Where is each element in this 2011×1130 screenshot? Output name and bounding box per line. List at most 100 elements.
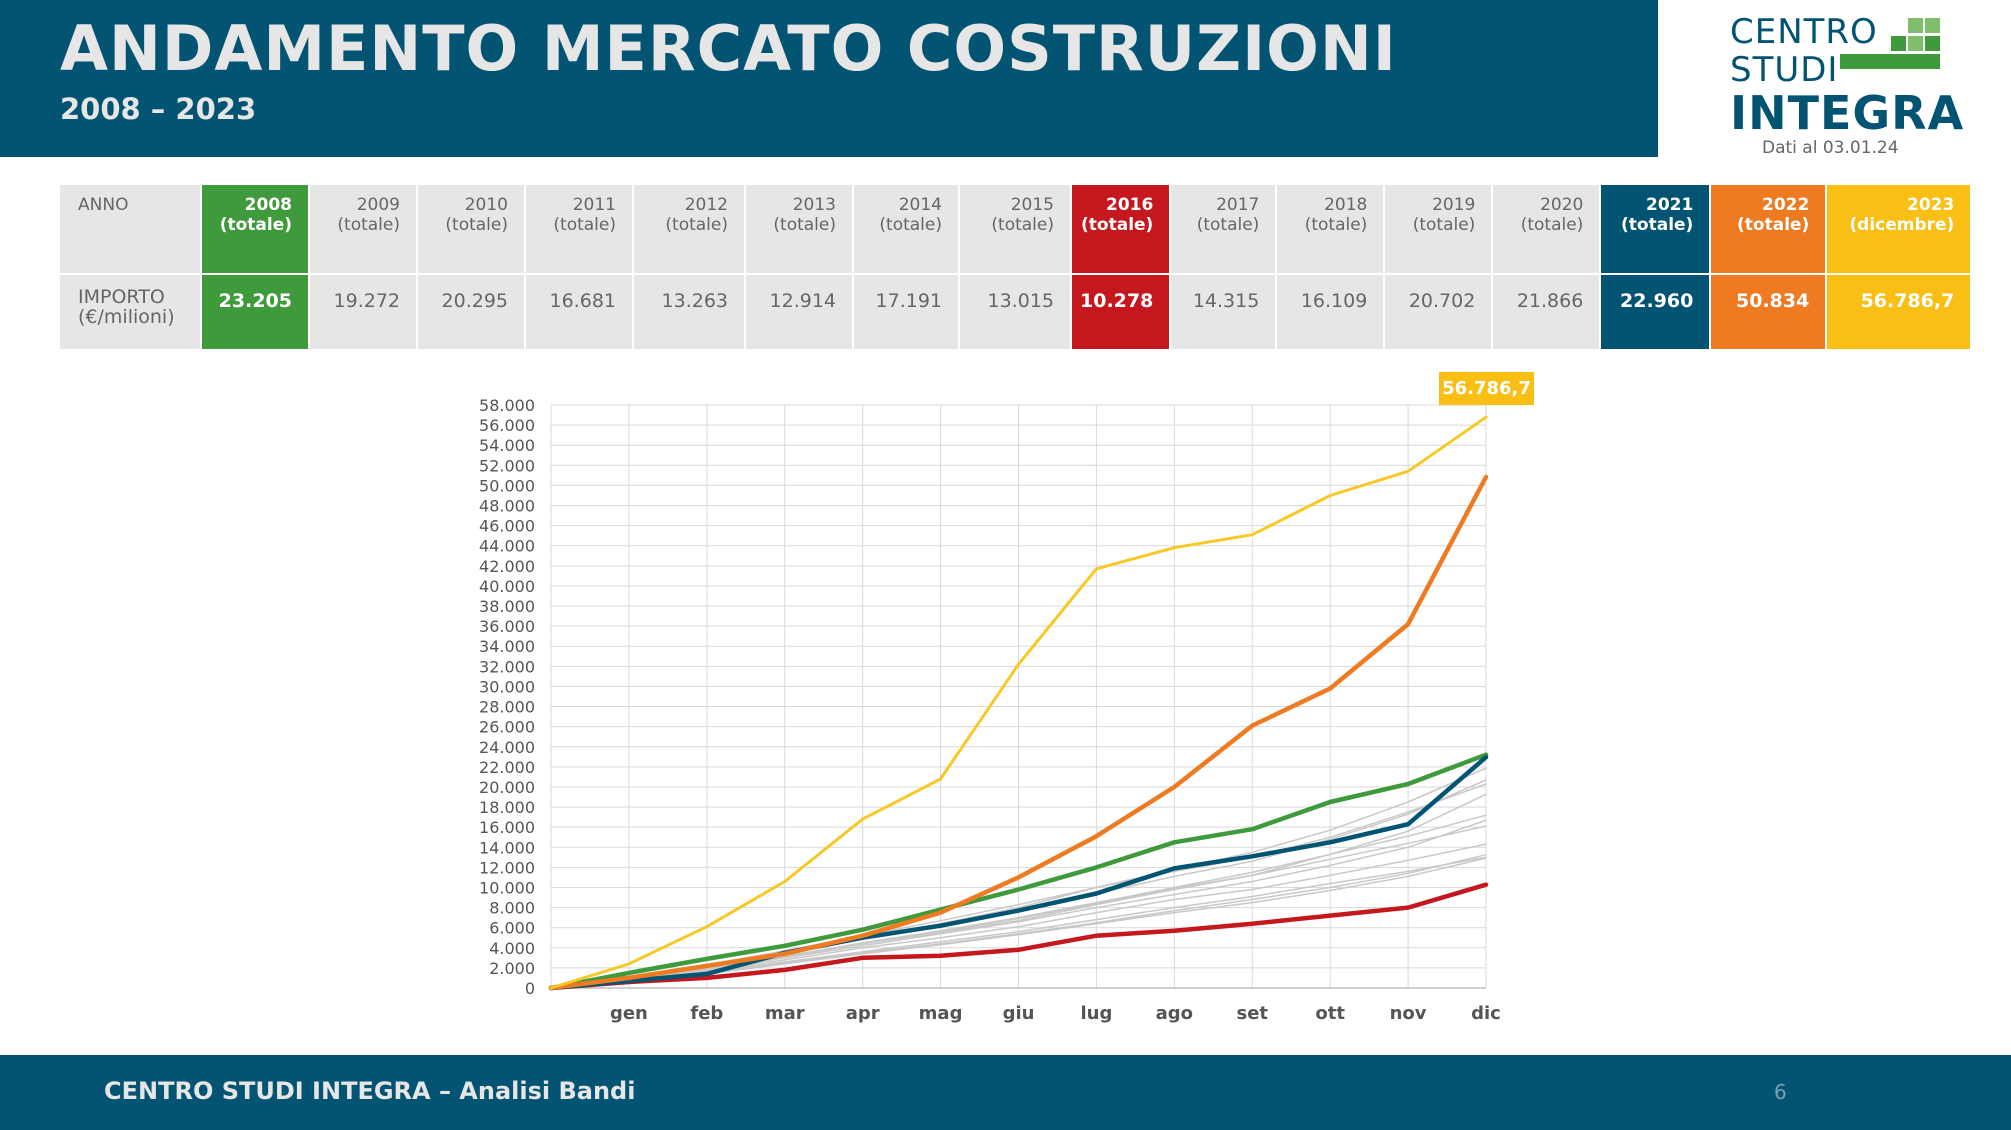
logo-line-studi: STUDI xyxy=(1730,50,1839,90)
logo-line-integra: INTEGRA xyxy=(1730,86,1965,140)
y-tick-label: 22.000 xyxy=(479,758,535,777)
page-subtitle: 2008 – 2023 xyxy=(60,92,257,126)
table-value-2018: 16.109 xyxy=(1277,275,1384,349)
y-tick-label: 8.000 xyxy=(489,899,535,918)
x-tick-label: gen xyxy=(610,1003,648,1024)
table-value-2023: 56.786,7 xyxy=(1827,275,1971,349)
series-line-2021 xyxy=(548,754,1489,991)
x-tick-label: lug xyxy=(1080,1003,1112,1024)
y-tick-label: 24.000 xyxy=(479,738,535,757)
header-band: ANDAMENTO MERCATO COSTRUZIONI 2008 – 202… xyxy=(0,0,1658,157)
table-value-2019: 20.702 xyxy=(1385,275,1492,349)
footer-text: CENTRO STUDI INTEGRA – Analisi Bandi xyxy=(104,1077,636,1105)
y-tick-label: 46.000 xyxy=(479,517,535,536)
table-header-2016: 2016 (totale) xyxy=(1072,185,1170,273)
table-header-2009: 2009 (totale) xyxy=(310,185,416,273)
y-tick-label: 16.000 xyxy=(479,818,535,837)
y-tick-label: 44.000 xyxy=(479,537,535,556)
series-line-2008 xyxy=(548,752,1489,991)
page-number: 6 xyxy=(1774,1080,1787,1104)
table-row-amounts: IMPORTO (€/milioni) 23.205 19.272 20.295 … xyxy=(60,275,1971,349)
table-header-2012: 2012 (totale) xyxy=(634,185,744,273)
y-tick-label: 28.000 xyxy=(479,698,535,717)
yearly-totals-table: ANNO 2008 (totale) 2009 (totale) 2010 (tota… xyxy=(58,183,1972,351)
series-line-2016 xyxy=(548,882,1489,991)
y-tick-label: 6.000 xyxy=(489,919,535,938)
y-tick-label: 4.000 xyxy=(489,939,535,958)
table-value-2020: 21.866 xyxy=(1493,275,1600,349)
y-tick-label: 2.000 xyxy=(489,959,535,978)
x-tick-label: ago xyxy=(1156,1003,1193,1024)
table-header-2017: 2017 (totale) xyxy=(1171,185,1276,273)
table-value-2022: 50.834 xyxy=(1711,275,1826,349)
table-value-2021: 22.960 xyxy=(1601,275,1710,349)
table-label-amount: IMPORTO (€/milioni) xyxy=(60,275,200,349)
table-header-2014: 2014 (totale) xyxy=(854,185,958,273)
x-tick-label: giu xyxy=(1003,1003,1035,1024)
y-tick-label: 0 xyxy=(525,979,535,998)
y-tick-label: 26.000 xyxy=(479,718,535,737)
table-header-2011: 2011 (totale) xyxy=(526,185,632,273)
table-header-2018: 2018 (totale) xyxy=(1277,185,1384,273)
table-row-years: ANNO 2008 (totale) 2009 (totale) 2010 (tota… xyxy=(60,185,1971,273)
x-tick-label: feb xyxy=(690,1003,723,1024)
table-value-2015: 13.015 xyxy=(960,275,1070,349)
x-tick-label: nov xyxy=(1390,1003,1427,1024)
y-tick-label: 14.000 xyxy=(479,838,535,857)
y-tick-label: 52.000 xyxy=(479,456,535,475)
y-tick-label: 58.000 xyxy=(479,396,535,415)
y-tick-label: 36.000 xyxy=(479,617,535,636)
table-header-2015: 2015 (totale) xyxy=(960,185,1070,273)
table-header-2020: 2020 (totale) xyxy=(1493,185,1600,273)
chart-grid xyxy=(550,404,1487,989)
callout-2023-total: 56.786,7 xyxy=(1439,372,1534,405)
table-header-2010: 2010 (totale) xyxy=(418,185,524,273)
table-header-2023: 2023 (dicembre) xyxy=(1827,185,1971,273)
y-tick-label: 38.000 xyxy=(479,597,535,616)
y-tick-label: 12.000 xyxy=(479,858,535,877)
x-tick-label: apr xyxy=(846,1003,880,1024)
y-tick-label: 48.000 xyxy=(479,497,535,516)
y-tick-label: 42.000 xyxy=(479,557,535,576)
y-tick-label: 18.000 xyxy=(479,798,535,817)
table-value-2011: 16.681 xyxy=(526,275,632,349)
table-value-2012: 13.263 xyxy=(634,275,744,349)
table-header-2022: 2022 (totale) xyxy=(1711,185,1826,273)
table-header-2019: 2019 (totale) xyxy=(1385,185,1492,273)
y-tick-label: 20.000 xyxy=(479,778,535,797)
x-tick-label: mag xyxy=(919,1003,963,1024)
table-value-2017: 14.315 xyxy=(1171,275,1276,349)
table-value-2014: 17.191 xyxy=(854,275,958,349)
footer-band: CENTRO STUDI INTEGRA – Analisi Bandi 6 xyxy=(0,1055,2011,1130)
table-value-2016: 10.278 xyxy=(1072,275,1170,349)
chart-axes: 02.0004.0006.0008.00010.00012.00014.0001… xyxy=(479,396,1501,1024)
x-tick-label: set xyxy=(1236,1003,1268,1024)
y-tick-label: 50.000 xyxy=(479,476,535,495)
table-label-year: ANNO xyxy=(60,185,200,273)
y-tick-label: 56.000 xyxy=(479,416,535,435)
table-header-2013: 2013 (totale) xyxy=(746,185,852,273)
series-line-2017 xyxy=(550,843,1487,989)
x-tick-label: mar xyxy=(765,1003,805,1024)
logo: CENTRO STUDI INTEGRA Dati al 03.01.24 xyxy=(1700,10,2000,160)
chart-series xyxy=(548,415,1489,991)
y-tick-label: 32.000 xyxy=(479,657,535,676)
series-line-2022 xyxy=(548,474,1489,991)
y-tick-label: 54.000 xyxy=(479,436,535,455)
data-date-label: Dati al 03.01.24 xyxy=(1762,138,1899,158)
y-tick-label: 34.000 xyxy=(479,637,535,656)
series-line-2023 xyxy=(549,415,1488,990)
series-line-2011 xyxy=(550,819,1487,989)
logo-line-centro: CENTRO xyxy=(1730,12,1878,52)
y-tick-label: 40.000 xyxy=(479,577,535,596)
table-value-2010: 20.295 xyxy=(418,275,524,349)
x-tick-label: ott xyxy=(1315,1003,1345,1024)
series-line-2018 xyxy=(550,825,1487,989)
table-header-2021: 2021 (totale) xyxy=(1601,185,1710,273)
page-title: ANDAMENTO MERCATO COSTRUZIONI xyxy=(60,12,1397,85)
y-tick-label: 10.000 xyxy=(479,878,535,897)
table-value-2009: 19.272 xyxy=(310,275,416,349)
table-value-2013: 12.914 xyxy=(746,275,852,349)
table-value-2008: 23.205 xyxy=(202,275,308,349)
